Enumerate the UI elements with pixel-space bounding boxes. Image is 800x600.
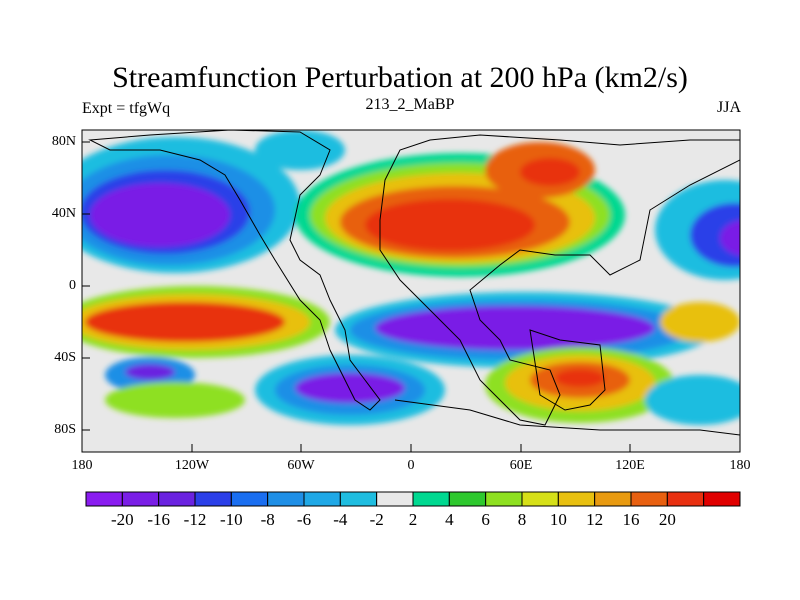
lat-label-80s: 80S (54, 422, 76, 437)
colorbar-label: 10 (549, 510, 567, 529)
colorbar-label: -12 (183, 510, 207, 529)
colorbar-label: 16 (622, 510, 640, 529)
colorbar-swatch (303, 491, 341, 507)
season-label: JJA (716, 99, 741, 116)
colorbar-swatch (594, 491, 632, 507)
colorbar-swatch (557, 491, 596, 507)
colorbar-swatch (158, 491, 196, 507)
colorbar-swatch (666, 491, 705, 507)
colorbar-swatch (448, 491, 487, 507)
contour-field (82, 130, 740, 452)
colorbar-swatch (485, 491, 523, 507)
colorbar-swatch (230, 491, 269, 507)
colorbar-label: -2 (369, 510, 384, 529)
colorbar-label: 2 (408, 510, 418, 529)
run-label: 213_2_MaBP (365, 96, 455, 113)
colorbar-swatch (703, 491, 741, 507)
experiment-label: Expt = tfgWq (82, 100, 171, 117)
colorbar-label: -10 (219, 510, 243, 529)
colorbar-label: -20 (110, 510, 134, 529)
lat-label-40n: 40N (51, 206, 76, 221)
colorbar-swatch (412, 491, 450, 507)
colorbar-label: 12 (586, 510, 604, 529)
colorbar-label: -8 (260, 510, 275, 529)
lon-label-180w: 180 (71, 458, 93, 473)
colorbar-label: 20 (658, 510, 676, 529)
colorbar-swatch (521, 491, 559, 507)
plot-title: Streamfunction Perturbation at 200 hPa (… (112, 61, 688, 94)
colorbar-label: 8 (517, 510, 527, 529)
colorbar-swatch (339, 491, 378, 507)
colorbar-swatch (376, 491, 414, 507)
colorbar (85, 491, 741, 507)
colorbar-swatch (630, 491, 668, 507)
colorbar-label: -4 (333, 510, 348, 529)
colorbar-label: 6 (481, 510, 490, 529)
lon-label-60e: 60E (509, 458, 533, 473)
colorbar-swatch (267, 491, 305, 507)
colorbar-label: -6 (296, 510, 312, 529)
lon-label-60w: 60W (287, 458, 315, 473)
lat-label-0: 0 (69, 278, 76, 293)
lat-label-80n: 80N (51, 134, 76, 149)
colorbar-swatch (194, 491, 232, 507)
colorbar-label: 4 (445, 510, 454, 529)
lon-label-120e: 120E (615, 458, 645, 473)
colorbar-swatch (121, 491, 160, 507)
colorbar-swatch (85, 491, 123, 507)
lon-label-0: 0 (407, 458, 415, 473)
lon-label-180e: 180 (729, 458, 751, 473)
lon-label-120w: 120W (174, 458, 210, 473)
colorbar-label: -16 (147, 510, 170, 529)
lat-label-40s: 40S (54, 350, 76, 365)
